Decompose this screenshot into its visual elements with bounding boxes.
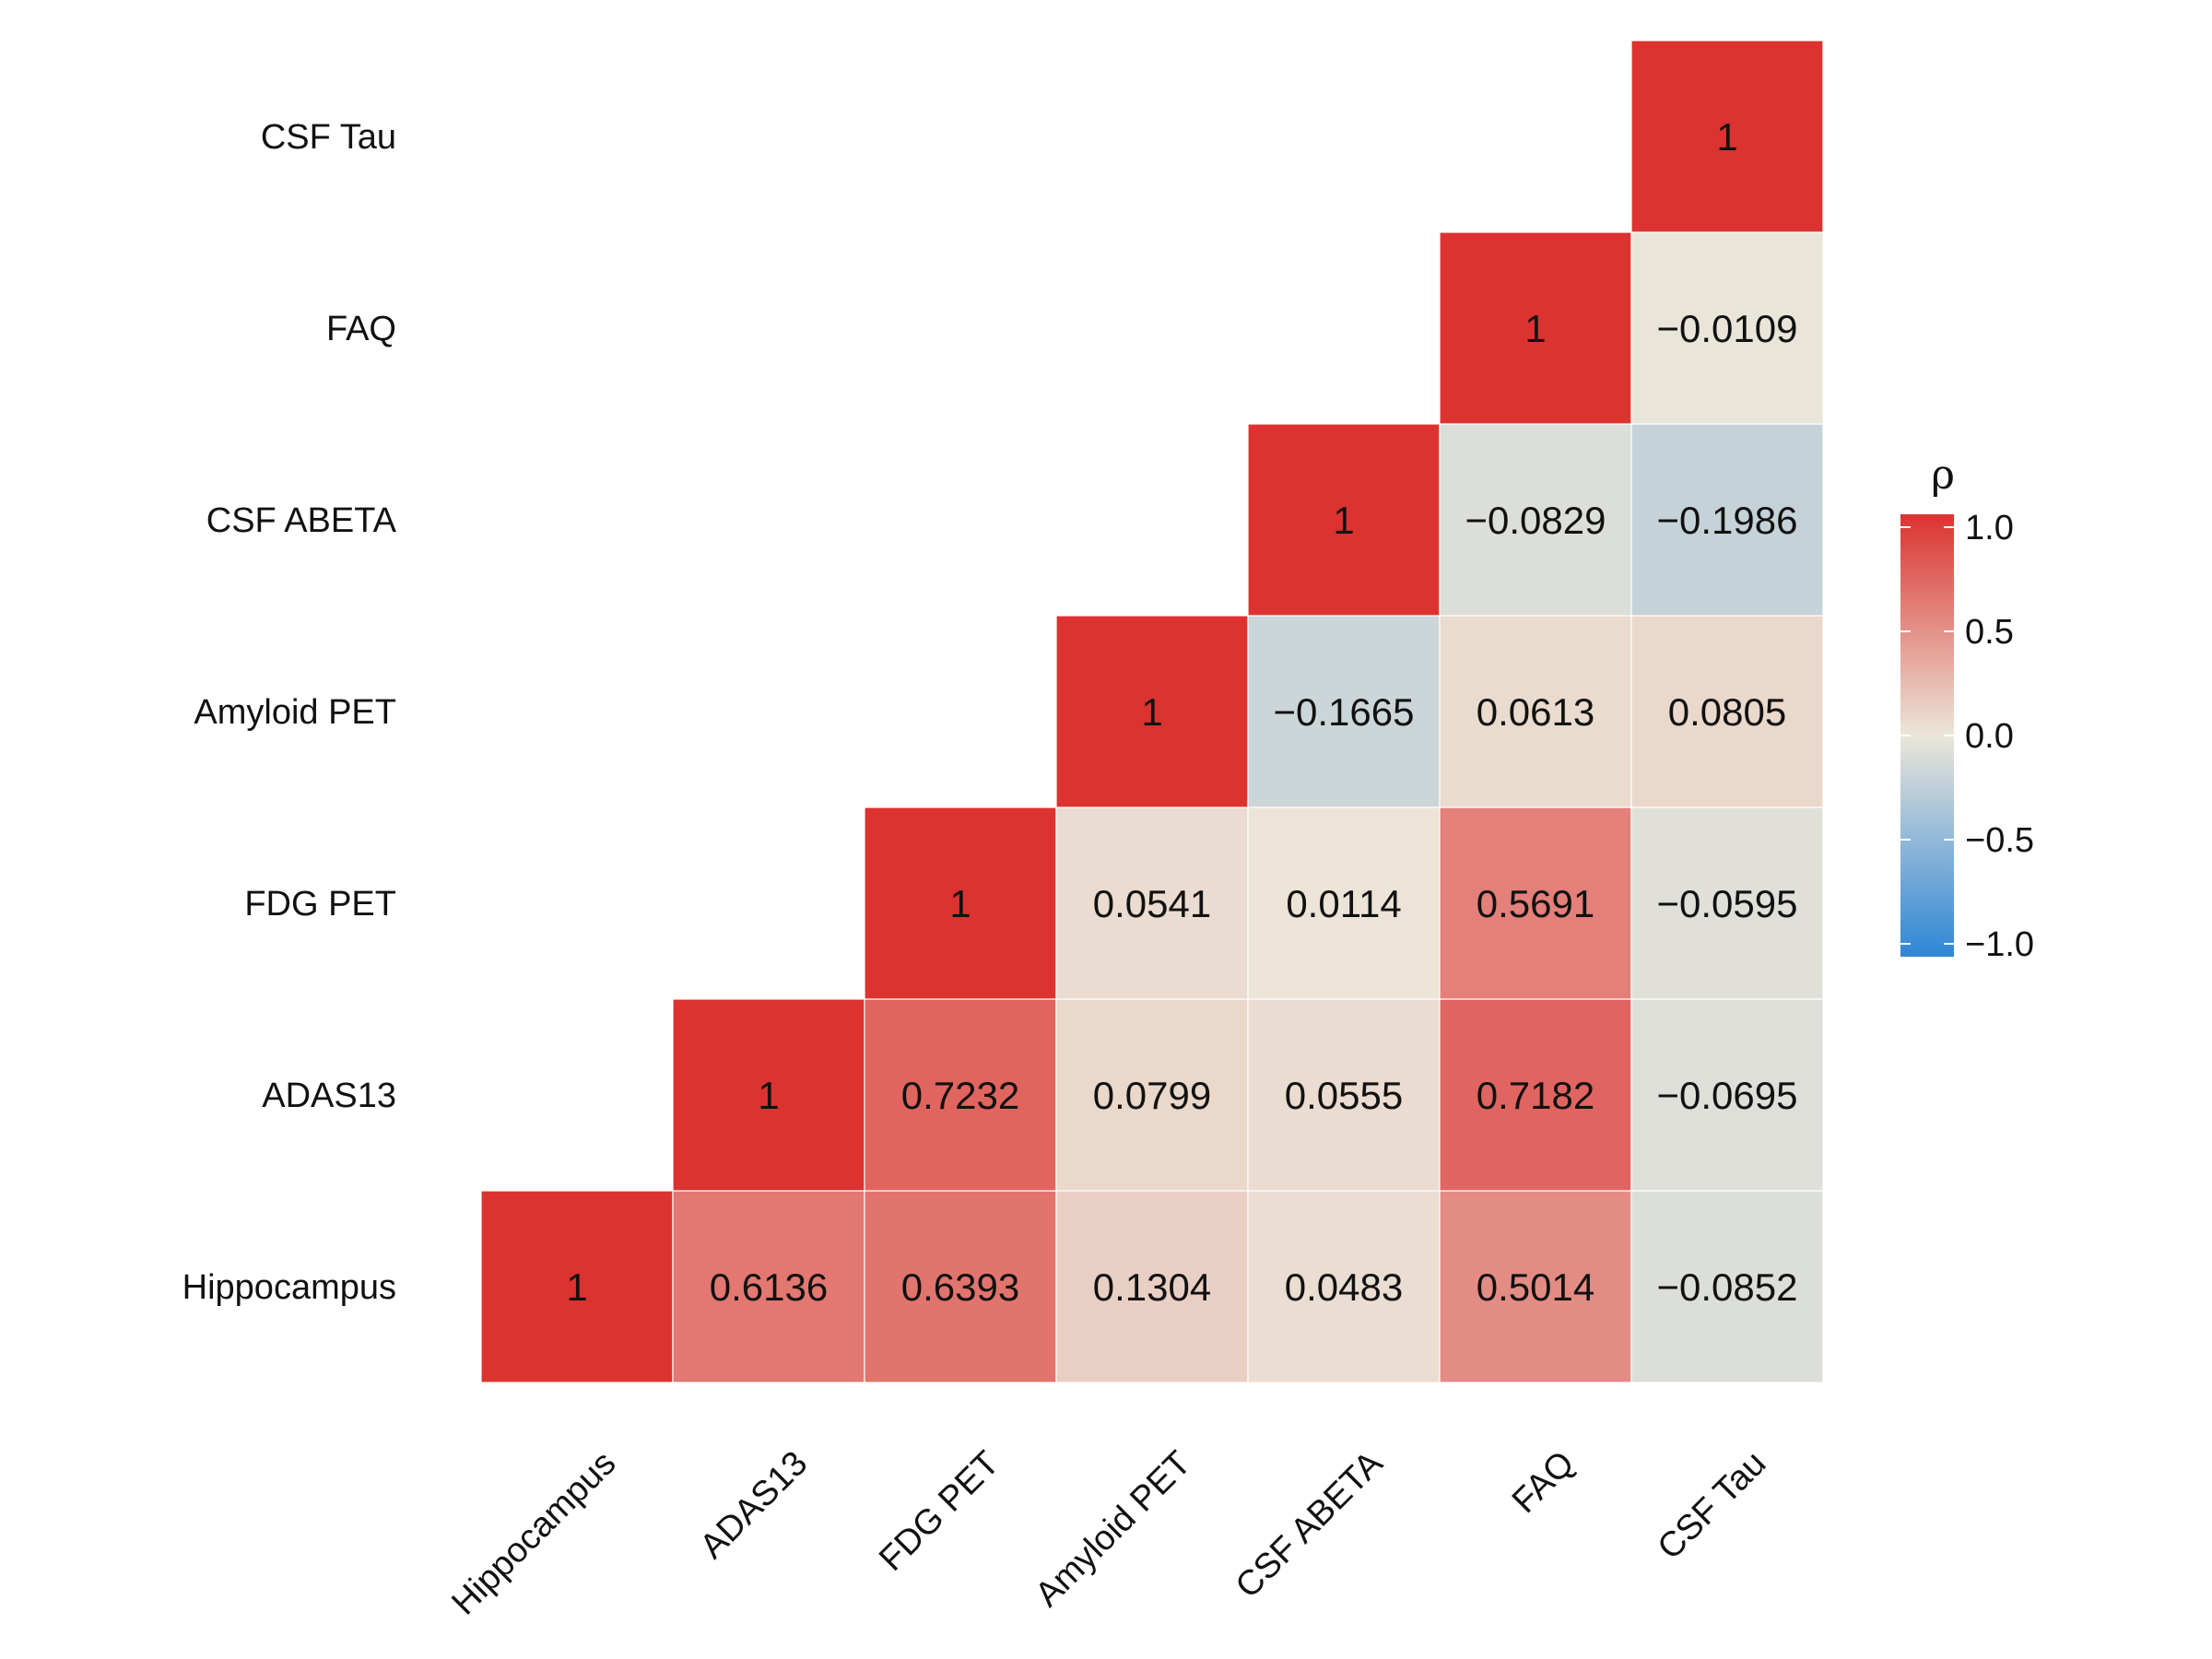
heatmap-cell: [480, 1190, 674, 1383]
heatmap-cell-value: 1: [1524, 307, 1546, 350]
legend-tick-label: 1.0: [1965, 509, 2014, 547]
heatmap-cell-value: 1: [1141, 690, 1162, 734]
legend-title: ρ: [1931, 452, 1955, 499]
heatmap-cell-value: 0.5014: [1477, 1265, 1594, 1309]
legend-tick-label: 0.0: [1965, 717, 2014, 756]
x-tick-label: CSF ABETA: [1229, 1443, 1391, 1606]
y-tick-label: CSF ABETA: [206, 501, 397, 540]
heatmap-cell-value: −0.0695: [1657, 1074, 1798, 1117]
heatmap-cell-value: 0.0483: [1285, 1265, 1403, 1309]
heatmap-cell: [1055, 1190, 1249, 1383]
heatmap-cell: [1055, 806, 1249, 1000]
heatmap-cell: [1439, 231, 1632, 425]
heatmap-cell: [1055, 998, 1249, 1192]
heatmap-cell-value: 0.0541: [1093, 882, 1211, 925]
heatmap-cell: [1247, 423, 1441, 617]
y-tick-label: FAQ: [326, 310, 396, 348]
x-tick-label: ADAS13: [693, 1444, 816, 1567]
heatmap-cell: [864, 998, 1057, 1192]
x-tick-label: FDG PET: [872, 1444, 1006, 1579]
heatmap-cell-value: 1: [758, 1074, 779, 1117]
heatmap-cell-value: 0.7232: [901, 1074, 1019, 1117]
color-legend: ρ 1.0 0.5 0.0 −0.5 −1.0: [1900, 452, 2034, 964]
heatmap-cell: [1630, 806, 1824, 1000]
heatmap-cell-value: 0.0555: [1285, 1074, 1403, 1117]
y-axis: Hippocampus ADAS13 FDG PET Amyloid PET CSF A…: [182, 118, 397, 1307]
y-tick-label: Hippocampus: [182, 1268, 396, 1307]
heatmap-cell-value: −0.0109: [1657, 307, 1798, 350]
x-tick-label: CSF Tau: [1651, 1444, 1774, 1568]
heatmap-cell-value: 1: [566, 1265, 587, 1309]
heatmap-cell-value: 0.1304: [1093, 1265, 1211, 1309]
heatmap-cell-value: −0.1986: [1657, 499, 1798, 542]
heatmap-cell-labels: 1 0.6136 0.6393 0.1304 0.0483 0.5014 −0.0852 1 0…: [566, 115, 1797, 1309]
heatmap-cell-value: 0.7182: [1477, 1074, 1594, 1117]
heatmap-cell: [1439, 806, 1632, 1000]
heatmap-cell-value: −0.0595: [1657, 882, 1798, 925]
heatmap-cell: [1055, 615, 1249, 808]
heatmap-cell-value: 0.0613: [1477, 690, 1594, 734]
x-tick-label: Amyloid PET: [1028, 1444, 1198, 1615]
heatmap-cell: [1247, 615, 1441, 808]
heatmap-cell-value: 0.0114: [1286, 882, 1401, 925]
heatmap-cell-value: 1: [949, 882, 971, 925]
heatmap-cell: [1439, 1190, 1632, 1383]
heatmap-cell: [1630, 231, 1824, 425]
heatmap-cells: [480, 40, 1824, 1383]
heatmap-cell-value: 0.5691: [1477, 882, 1594, 925]
legend-tick-label: 0.5: [1965, 613, 2014, 652]
heatmap-cell: [1630, 40, 1824, 233]
heatmap-cell-value: 1: [1716, 115, 1737, 159]
heatmap-cell: [672, 998, 865, 1192]
heatmap-cell-value: 1: [1333, 499, 1354, 542]
heatmap-cell: [1247, 1190, 1441, 1383]
heatmap-cell-value: −0.0829: [1465, 499, 1606, 542]
heatmap-cell-value: −0.1665: [1274, 690, 1415, 734]
heatmap-cell: [864, 806, 1057, 1000]
heatmap-cell: [1439, 998, 1632, 1192]
x-tick-label: FAQ: [1505, 1444, 1582, 1521]
heatmap-cell: [1630, 1190, 1824, 1383]
heatmap-cell: [1439, 615, 1632, 808]
y-tick-label: CSF Tau: [261, 118, 396, 157]
heatmap-cell: [1630, 998, 1824, 1192]
heatmap-cell: [1247, 806, 1441, 1000]
heatmap-cell-value: −0.0852: [1657, 1265, 1798, 1309]
x-axis: Hippocampus ADAS13 FDG PET Amyloid PET CSF A…: [444, 1443, 1773, 1622]
y-tick-label: Amyloid PET: [194, 693, 396, 732]
heatmap-cell: [672, 1190, 865, 1383]
legend-tick-label: −0.5: [1965, 821, 2034, 860]
legend-ticks: 1.0 0.5 0.0 −0.5 −1.0: [1900, 509, 2034, 964]
heatmap-cell-value: 0.6393: [901, 1265, 1019, 1309]
y-tick-label: ADAS13: [262, 1077, 396, 1115]
x-tick-label: Hippocampus: [444, 1444, 623, 1623]
y-tick-label: FDG PET: [244, 885, 396, 924]
legend-tick-label: −1.0: [1965, 925, 2034, 964]
heatmap-cell-value: 0.0799: [1093, 1074, 1211, 1117]
heatmap-cell-value: 0.6136: [710, 1265, 828, 1309]
heatmap-cell: [1630, 423, 1824, 617]
heatmap-cell-value: 0.0805: [1668, 690, 1786, 734]
